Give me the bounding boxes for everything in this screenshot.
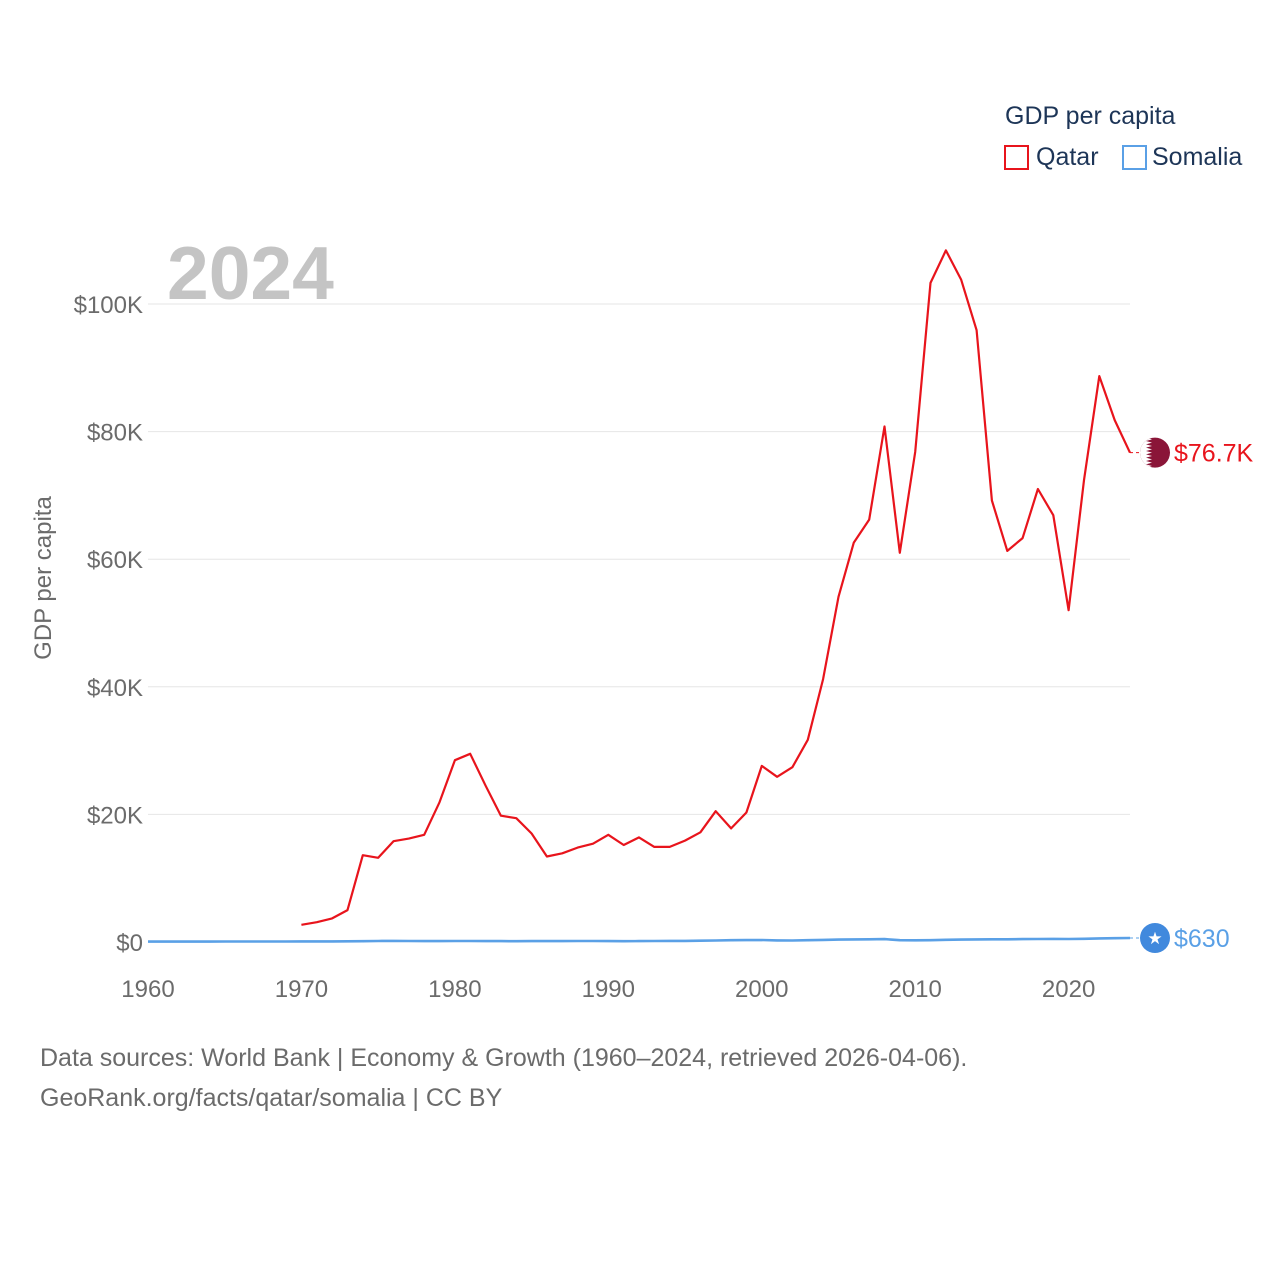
x-tick-label: 1990 [582, 976, 635, 1003]
y-axis-ticks: $0 $20K $40K $60K $80K $100K [74, 292, 143, 957]
end-value-label-somalia: $630 [1174, 925, 1230, 953]
x-axis-ticks: 1960 1970 1980 1990 2000 2010 2020 [121, 976, 1095, 1003]
legend-swatch-somalia[interactable] [1122, 145, 1147, 170]
somalia-flag-icon: ★ [1140, 923, 1170, 953]
footer-sources: Data sources: World Bank | Economy & Gro… [40, 1044, 968, 1072]
end-value-label-qatar: $76.7K [1174, 440, 1254, 468]
qatar-flag-icon [1140, 437, 1170, 468]
y-axis-label: GDP per capita [30, 496, 57, 660]
x-tick-label: 2010 [888, 976, 941, 1003]
series-group [148, 249, 1131, 943]
year-label: 2024 [167, 231, 334, 315]
svg-text:★: ★ [1147, 929, 1162, 949]
x-tick-label: 1980 [428, 976, 481, 1003]
legend: GDP per capita Qatar Somalia [1004, 102, 1242, 171]
y-tick-label: $60K [87, 547, 143, 574]
x-tick-label: 2020 [1042, 976, 1095, 1003]
y-tick-label: $40K [87, 675, 143, 702]
series-line-somalia [148, 936, 1131, 943]
y-tick-label: $0 [116, 930, 143, 957]
legend-label-somalia[interactable]: Somalia [1152, 143, 1242, 171]
footer-credit: GeoRank.org/facts/qatar/somalia | CC BY [40, 1084, 503, 1112]
y-tick-label: $100K [74, 292, 143, 319]
y-tick-label: $20K [87, 802, 143, 829]
legend-label-qatar[interactable]: Qatar [1036, 143, 1099, 171]
legend-title: GDP per capita [1005, 102, 1176, 130]
legend-swatch-qatar[interactable] [1004, 145, 1029, 170]
x-tick-label: 2000 [735, 976, 788, 1003]
series-line-qatar [301, 249, 1131, 926]
end-markers: $76.7K ★ $630 [1130, 437, 1254, 953]
x-tick-label: 1970 [275, 976, 328, 1003]
y-tick-label: $80K [87, 420, 143, 447]
x-tick-label: 1960 [121, 976, 174, 1003]
grid-lines [148, 303, 1130, 815]
